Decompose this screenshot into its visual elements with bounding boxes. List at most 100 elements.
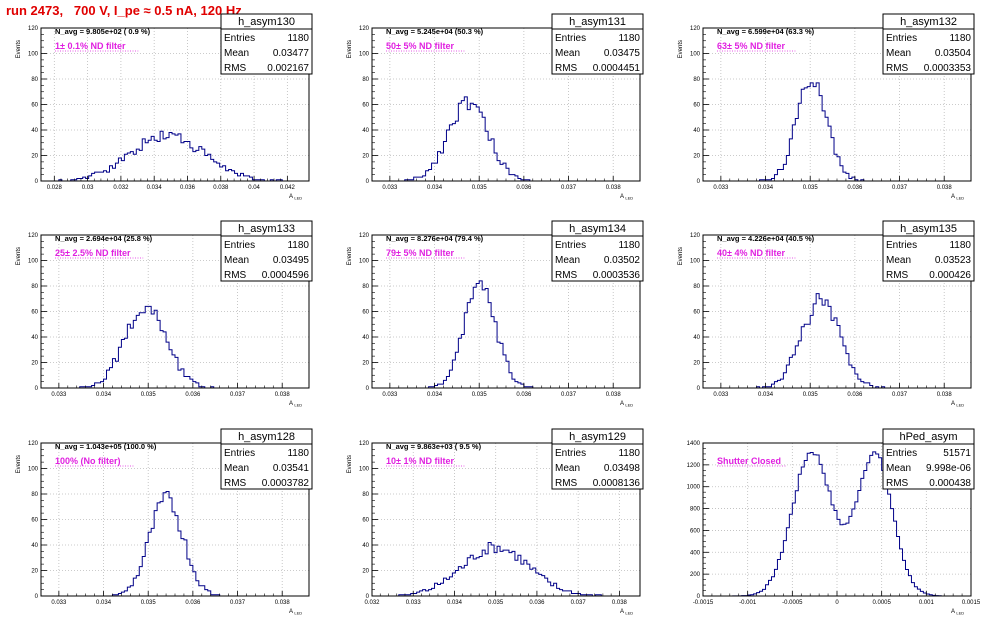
histogram-bars	[703, 451, 971, 597]
y-tick-label: 200	[690, 572, 701, 578]
y-tick-label: 60	[362, 518, 369, 524]
y-tick-label: 0	[697, 179, 701, 185]
stats-box: h_asym133 Entries 1180 Mean 0.03495 RMS 0.0004…	[220, 220, 313, 282]
stats-value-entries: 1180	[949, 33, 971, 44]
x-tick-label: 0.034	[758, 185, 774, 191]
y-tick-label: 40	[31, 335, 38, 341]
stats-label-mean: Mean	[886, 48, 911, 59]
stats-label-rms: RMS	[555, 270, 578, 281]
navg-label: N_avg = 1.043e+05 (100.0 %)	[55, 442, 157, 451]
y-tick-label: 100	[690, 52, 701, 58]
stats-box: h_asym129 Entries 1180 Mean 0.03498 RMS 0.0008…	[551, 428, 644, 490]
x-tick-label: -0.0015	[693, 600, 714, 606]
x-tick-label: -0.0005	[782, 600, 803, 606]
navg-label: N_avg = 9.805e+02 ( 0.9 %)	[55, 27, 151, 36]
stats-value-mean: 0.03477	[273, 48, 310, 59]
navg-label: N_avg = 6.599e+04 (63.3 %)	[717, 27, 815, 36]
stats-label-entries: Entries	[224, 240, 255, 251]
histogram-bars	[703, 293, 971, 389]
stats-label-entries: Entries	[224, 448, 255, 459]
stats-frame	[551, 13, 644, 75]
stats-value-entries: 1180	[949, 240, 971, 251]
y-tick-label: 100	[690, 259, 701, 265]
stats-value-rms: 0.0003782	[262, 478, 310, 489]
x-tick-label: 0.036	[529, 600, 545, 606]
y-tick-label: 100	[28, 259, 39, 265]
y-tick-label: 20	[31, 569, 38, 575]
x-tick-label: 0.036	[847, 392, 863, 398]
stats-label-entries: Entries	[886, 33, 917, 44]
y-tick-label: 600	[690, 528, 701, 534]
y-tick-label: 80	[693, 284, 700, 290]
stats-frame	[882, 13, 975, 75]
histogram-panel-hPed_asym: -0.0015 -0.001 -0.0005 0 0.0005 0.001 0.0015 0 2…	[687, 428, 981, 616]
y-tick-label: 1000	[687, 485, 701, 491]
navg-label: N_avg = 8.276e+04 (79.4 %)	[386, 234, 484, 243]
y-tick-label: 60	[362, 103, 369, 109]
y-axis-label: Events	[678, 40, 684, 58]
x-tick-label: 0.036	[516, 185, 532, 191]
stats-name: hPed_asym	[899, 431, 957, 443]
x-tick-label: 0.037	[892, 392, 908, 398]
y-tick-label: 0	[366, 386, 370, 392]
stats-box: h_asym132 Entries 1180 Mean 0.03504 RMS 0.0003…	[882, 13, 975, 75]
y-axis-label: Events	[678, 247, 684, 265]
x-tick-label: 0.037	[571, 600, 587, 606]
stats-label-mean: Mean	[224, 255, 249, 266]
histogram-bars	[372, 541, 640, 597]
x-tick-label: 0	[835, 600, 839, 606]
stats-frame	[882, 220, 975, 282]
histogram-bars	[41, 130, 309, 182]
x-tick-label: 0.035	[803, 392, 819, 398]
y-axis-label: Events	[16, 40, 22, 58]
y-tick-label: 0	[35, 386, 39, 392]
stats-value-rms: 0.0003536	[593, 270, 641, 281]
stats-value-rms: 0.0008136	[593, 478, 641, 489]
y-tick-label: 20	[31, 361, 38, 367]
stats-name: h_asym129	[569, 431, 626, 443]
y-tick-label: 60	[693, 103, 700, 109]
x-tick-label: 0.034	[147, 185, 163, 191]
y-tick-label: 40	[31, 543, 38, 549]
y-tick-label: 0	[35, 179, 39, 185]
stats-frame	[551, 220, 644, 282]
y-tick-label: 120	[28, 441, 39, 447]
y-tick-label: 0	[366, 179, 370, 185]
stats-label-entries: Entries	[886, 240, 917, 251]
x-tick-label: 0.038	[606, 392, 622, 398]
x-tick-label: 0.037	[561, 392, 577, 398]
y-tick-label: 120	[690, 26, 701, 32]
y-tick-label: 80	[31, 77, 38, 83]
stats-value-rms: 0.000426	[929, 270, 971, 281]
stats-label-rms: RMS	[886, 270, 909, 281]
x-tick-label: 0.038	[937, 392, 953, 398]
stats-label-mean: Mean	[886, 255, 911, 266]
x-tick-label: 0.038	[937, 185, 953, 191]
x-tick-label: 0.042	[280, 185, 296, 191]
y-tick-label: 1400	[687, 441, 701, 447]
stats-name: h_asym128	[238, 431, 295, 443]
x-tick-label: 0.038	[606, 185, 622, 191]
x-tick-label: 0.032	[364, 600, 380, 606]
stats-frame	[220, 428, 313, 490]
y-axis-label: Events	[347, 247, 353, 265]
stats-frame	[220, 220, 313, 282]
x-tick-label: 0.035	[141, 600, 157, 606]
x-tick-label: 0.033	[713, 392, 729, 398]
stats-value-rms: 0.000438	[929, 478, 971, 489]
x-tick-label: 0.037	[892, 185, 908, 191]
y-tick-label: 0	[366, 594, 370, 600]
y-axis-label: Events	[347, 40, 353, 58]
y-tick-label: 60	[31, 518, 38, 524]
x-axis-label: A LED	[620, 194, 633, 201]
filter-label: 100% (No filter)	[55, 456, 121, 466]
stats-name: h_asym133	[238, 223, 295, 235]
filter-label: 50± 5% ND filter	[386, 41, 454, 51]
filter-label: 79± 5% ND filter	[386, 248, 454, 258]
stats-label-rms: RMS	[224, 270, 247, 281]
y-tick-label: 80	[31, 284, 38, 290]
stats-frame	[220, 13, 313, 75]
stats-box: h_asym131 Entries 1180 Mean 0.03475 RMS 0.0004…	[551, 13, 644, 75]
y-tick-label: 60	[693, 310, 700, 316]
